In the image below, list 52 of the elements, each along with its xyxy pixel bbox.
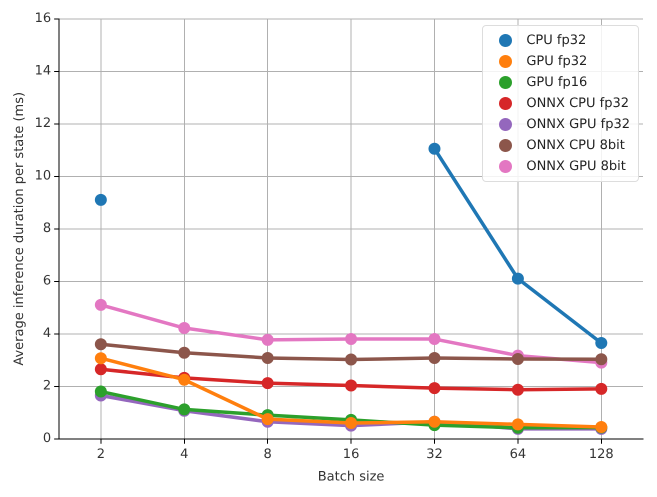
legend-label: ONNX CPU fp32 <box>526 96 629 111</box>
point <box>512 418 524 430</box>
y-axis-title: Average inference duration per state (ms) <box>12 92 28 366</box>
point <box>512 272 524 285</box>
point <box>178 346 190 359</box>
point <box>262 377 274 390</box>
point <box>345 417 358 430</box>
point <box>262 413 274 426</box>
point <box>512 353 524 365</box>
x-tick-label: 2 <box>96 446 105 462</box>
x-tick-label: 4 <box>180 446 188 462</box>
x-tick-label: 8 <box>264 446 272 462</box>
legend-label: GPU fp16 <box>526 74 588 90</box>
x-tick-label: 16 <box>342 446 360 462</box>
point <box>94 363 107 376</box>
point <box>345 380 358 392</box>
point <box>262 352 274 364</box>
point <box>595 382 608 395</box>
point <box>345 354 358 366</box>
point <box>595 353 608 366</box>
y-tick-label: 10 <box>34 168 52 184</box>
legend-label: ONNX GPU 8bit <box>526 158 626 174</box>
y-tick-label: 4 <box>42 326 52 342</box>
point <box>94 298 107 311</box>
point <box>595 336 608 349</box>
legend-label: ONNX GPU fp32 <box>526 116 630 132</box>
point <box>94 386 107 398</box>
legend-label: ONNX CPU 8bit <box>526 138 625 153</box>
y-tick-label: 12 <box>34 116 52 132</box>
point <box>428 382 440 394</box>
point <box>94 338 107 350</box>
point <box>178 322 190 334</box>
y-tick-label: 6 <box>42 274 52 289</box>
y-tick-label: 14 <box>34 64 52 79</box>
point <box>94 352 107 364</box>
x-tick-label: 64 <box>510 446 526 462</box>
point <box>345 333 358 346</box>
x-axis-title: Batch size <box>318 470 384 485</box>
point <box>428 352 440 364</box>
y-tick-label: 0 <box>42 431 52 446</box>
x-tick-label: 128 <box>588 446 614 462</box>
legend-label: GPU fp32 <box>526 54 588 69</box>
y-tick-label: 8 <box>42 221 52 236</box>
point <box>428 142 440 155</box>
point <box>94 194 107 206</box>
legend-label: CPU fp32 <box>526 32 586 48</box>
y-tick-label: 16 <box>34 11 52 26</box>
x-tick-label: 32 <box>426 446 443 462</box>
point <box>512 384 524 396</box>
point <box>428 333 440 346</box>
point <box>262 334 274 346</box>
y-tick-label: 2 <box>42 378 52 394</box>
